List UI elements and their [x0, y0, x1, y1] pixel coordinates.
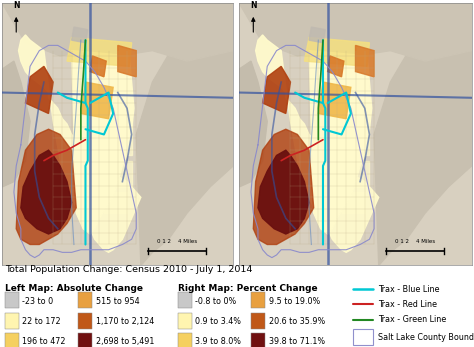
Polygon shape: [136, 3, 233, 265]
Text: -0.8 to 0%: -0.8 to 0%: [195, 297, 237, 306]
Text: Total Population Change: Census 2010 - July 1, 2014: Total Population Change: Census 2010 - J…: [5, 264, 252, 273]
Bar: [251, 333, 265, 347]
Text: 20.6 to 35.9%: 20.6 to 35.9%: [269, 317, 325, 326]
Polygon shape: [2, 3, 233, 61]
Text: 9.5 to 19.0%: 9.5 to 19.0%: [269, 297, 320, 306]
Text: N: N: [13, 1, 19, 10]
Polygon shape: [258, 150, 309, 234]
Polygon shape: [2, 61, 30, 187]
Bar: [178, 313, 192, 329]
Polygon shape: [90, 56, 106, 77]
Bar: [78, 333, 92, 347]
Polygon shape: [263, 66, 291, 113]
Polygon shape: [374, 3, 472, 265]
Text: 2,698 to 5,491: 2,698 to 5,491: [96, 337, 154, 346]
Polygon shape: [309, 27, 325, 43]
Text: 0 1 2    4 Miles: 0 1 2 4 Miles: [395, 239, 435, 245]
Text: 1,170 to 2,124: 1,170 to 2,124: [96, 317, 154, 326]
Polygon shape: [118, 45, 136, 77]
Polygon shape: [351, 161, 369, 187]
Text: 515 to 954: 515 to 954: [96, 297, 139, 306]
Text: 196 to 472: 196 to 472: [22, 337, 66, 346]
Bar: [353, 329, 373, 345]
Text: 0 1 2    4 Miles: 0 1 2 4 Miles: [156, 239, 197, 245]
Polygon shape: [104, 192, 127, 213]
Polygon shape: [346, 119, 369, 155]
Polygon shape: [72, 27, 88, 43]
Polygon shape: [253, 129, 314, 245]
Bar: [78, 313, 92, 329]
Bar: [178, 293, 192, 308]
Text: 0.9 to 3.4%: 0.9 to 3.4%: [195, 317, 241, 326]
Polygon shape: [26, 66, 53, 113]
Text: Right Map: Percent Change: Right Map: Percent Change: [178, 284, 318, 293]
Polygon shape: [16, 129, 76, 245]
Bar: [251, 293, 265, 308]
Text: N: N: [250, 1, 256, 10]
Polygon shape: [81, 82, 113, 119]
Polygon shape: [239, 61, 267, 187]
Polygon shape: [356, 45, 374, 77]
Bar: [5, 333, 19, 347]
Polygon shape: [72, 51, 134, 234]
Bar: [178, 333, 192, 347]
Bar: [5, 313, 19, 329]
Text: Trax - Green Line: Trax - Green Line: [378, 315, 446, 324]
Text: Salt Lake County Boundary: Salt Lake County Boundary: [378, 333, 474, 342]
Text: 3.9 to 8.0%: 3.9 to 8.0%: [195, 337, 241, 346]
Polygon shape: [18, 35, 141, 252]
Text: Left Map: Absolute Change: Left Map: Absolute Change: [5, 284, 143, 293]
Bar: [78, 293, 92, 308]
Bar: [251, 313, 265, 329]
Polygon shape: [109, 119, 132, 155]
Polygon shape: [319, 82, 351, 119]
Text: -23 to 0: -23 to 0: [22, 297, 54, 306]
Text: 39.8 to 71.1%: 39.8 to 71.1%: [269, 337, 325, 346]
Polygon shape: [304, 37, 369, 66]
Polygon shape: [113, 161, 132, 187]
Polygon shape: [67, 37, 132, 66]
Polygon shape: [328, 56, 344, 77]
Polygon shape: [309, 51, 372, 234]
Polygon shape: [239, 3, 472, 61]
Text: Trax - Blue Line: Trax - Blue Line: [378, 285, 439, 294]
Polygon shape: [21, 150, 72, 234]
Text: Trax - Red Line: Trax - Red Line: [378, 300, 437, 309]
Polygon shape: [342, 192, 365, 213]
Text: 22 to 172: 22 to 172: [22, 317, 61, 326]
Polygon shape: [255, 35, 379, 252]
Bar: [5, 293, 19, 308]
